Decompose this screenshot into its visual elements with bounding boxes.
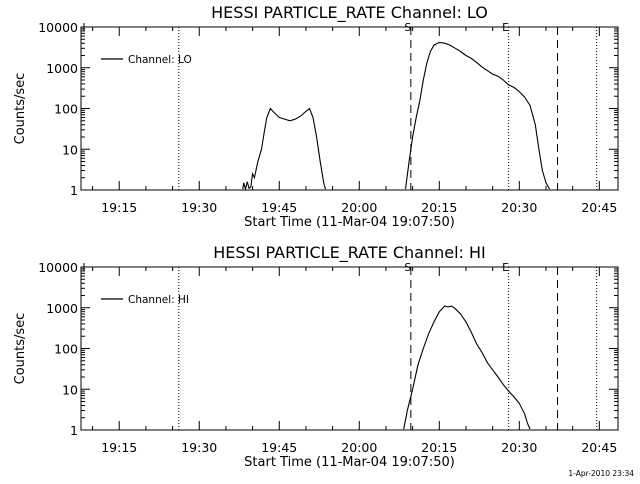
panel2-ytick-label: 10 — [62, 382, 78, 397]
panel2-marker-label-E: E — [502, 261, 509, 274]
panel1-ytick-label: 100 — [54, 102, 78, 117]
panel1-ytick-label: 10 — [62, 142, 78, 157]
panel1-axes-frame — [80, 26, 619, 191]
panel1-title: HESSI PARTICLE_RATE Channel: LO — [211, 3, 488, 23]
panel1-legend-label: Channel: LO — [128, 54, 192, 66]
panel1-xtick-label: 20:15 — [421, 200, 457, 215]
panel2-xtick-label: 20:30 — [501, 440, 537, 455]
panel1-xtick-label: 20:30 — [501, 200, 537, 215]
panel1-xtick-label: 19:15 — [101, 200, 137, 215]
panel2-xtick-label: 20:00 — [341, 440, 377, 455]
panel1-xtick-label: 20:00 — [341, 200, 377, 215]
panel2-title: HESSI PARTICLE_RATE Channel: HI — [213, 243, 486, 263]
panel1-ylabel: Counts/sec — [13, 73, 28, 145]
panel2-xtick-label: 19:30 — [181, 440, 217, 455]
panel2-legend-label: Channel: HI — [128, 294, 189, 306]
panel2-ylabel: Counts/sec — [13, 313, 28, 385]
panel2-xtick-label: 19:45 — [261, 440, 297, 455]
panel1-ytick-label: 1 — [70, 183, 78, 198]
panel1-xtick-label: 19:45 — [261, 200, 297, 215]
panel1-marker-label-E: E — [502, 21, 509, 34]
panel1-marker-label-S: S — [404, 21, 411, 34]
panel1-xtick-label: 20:45 — [581, 200, 617, 215]
panel2-xlabel: Start Time (11-Mar-04 19:07:50) — [244, 455, 455, 470]
panel2-xtick-label: 20:45 — [581, 440, 617, 455]
plot-timestamp: 1-Apr-2010 23:34 — [568, 469, 634, 478]
panel1-series-line-1 — [242, 107, 327, 192]
panel1-ytick-label: 1000 — [46, 61, 78, 76]
panel2-xtick-label: 20:15 — [421, 440, 457, 455]
panel2-series-line-1 — [403, 305, 531, 430]
panel1-series-line-2 — [404, 41, 550, 190]
panel2-ytick-label: 100 — [54, 342, 78, 357]
panel2-ytick-label: 1000 — [46, 301, 78, 316]
panel2-axes-frame — [80, 266, 619, 431]
panel2-ytick-label: 1 — [70, 423, 78, 438]
panel2-ytick-label: 10000 — [38, 260, 78, 275]
panel1-ytick-label: 10000 — [38, 20, 78, 35]
panel2-xtick-label: 19:15 — [101, 440, 137, 455]
panel1-xtick-label: 19:30 — [181, 200, 217, 215]
panel1-xlabel: Start Time (11-Mar-04 19:07:50) — [244, 215, 455, 230]
panel2-marker-label-S: S — [404, 261, 411, 274]
